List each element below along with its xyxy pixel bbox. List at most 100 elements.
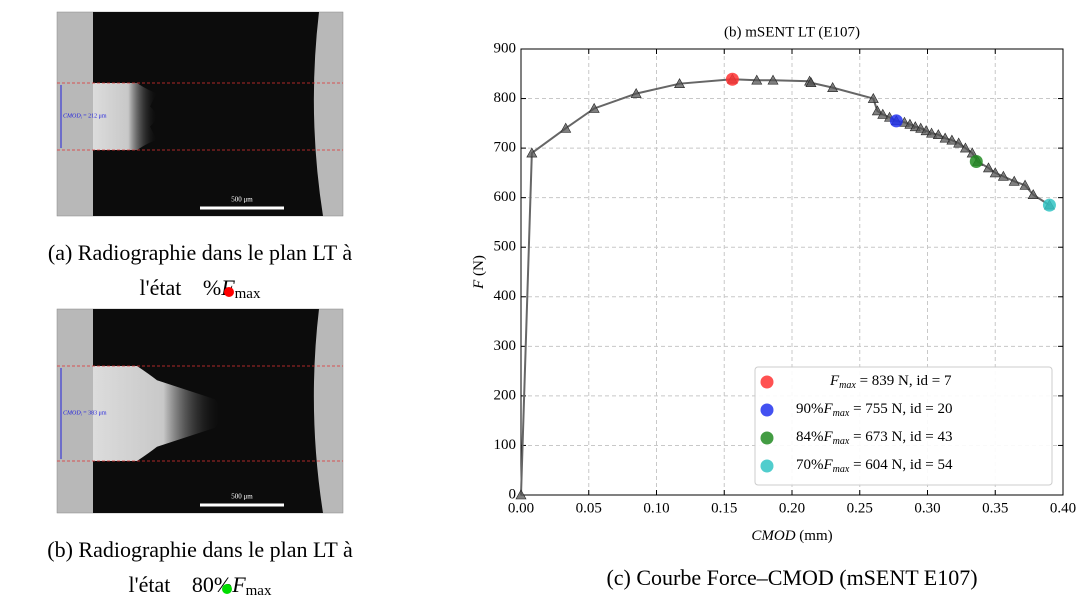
- state-dot: [224, 287, 234, 297]
- caption: l'état 80%Fmax: [129, 572, 272, 599]
- data-marker: [932, 129, 944, 140]
- data-marker: [939, 132, 951, 143]
- x-axis-label: CMOD (mm): [751, 528, 832, 544]
- legend-box: [754, 366, 1053, 486]
- legend-label: Fmax = 839 N, id = 7: [829, 373, 952, 391]
- legend-label-part: max: [833, 436, 850, 447]
- legend-label-part: = 673 N, id = 43: [849, 429, 952, 445]
- highlight-point: [969, 154, 983, 168]
- chart: 0.00 0.05 0.10 0.15 0.20 0.25 0.30 0.35 0.40 0 100…: [471, 24, 1076, 590]
- y-axis-label-part: (N): [471, 255, 487, 280]
- data-marker: [877, 108, 889, 119]
- caption-part: l'état: [129, 572, 176, 597]
- cmod-annotation: CMODi = 212 μm: [63, 114, 107, 120]
- cmod-annotation-part: = 212 μm: [82, 114, 107, 120]
- y-axis-label: F (N): [471, 255, 487, 290]
- x-tick-label: 0.20: [779, 500, 805, 516]
- legend-label: 84%Fmax = 673 N, id = 43: [796, 429, 953, 447]
- data-marker: [871, 105, 883, 116]
- caption: (b) Radiographie dans le plan LT à: [47, 537, 353, 562]
- cmod-annotation-part: i: [81, 411, 83, 416]
- legend-label-part: max: [833, 408, 850, 419]
- data-marker: [867, 92, 879, 103]
- cmod-annotation: CMODi = 383 μm: [63, 411, 107, 417]
- legend-marker: [760, 431, 774, 445]
- legend-label-part: max: [833, 464, 850, 475]
- data-marker: [989, 167, 1001, 178]
- data-marker: [926, 127, 938, 138]
- x-tick-label: 0.10: [643, 500, 669, 516]
- legend-label-part: 70%: [796, 457, 824, 473]
- data-marker: [674, 78, 686, 88]
- y-tick-label: 700: [494, 140, 517, 156]
- legend-marker: [760, 375, 774, 389]
- caption-part: max: [246, 583, 272, 599]
- data-marker: [915, 122, 927, 133]
- legend-label-part: F: [823, 401, 834, 417]
- radiograph: CMODi = 212 μm 500 μm (a) Radiographie dan…: [48, 11, 352, 302]
- legend-label-part: F: [823, 457, 834, 473]
- data-marker: [997, 170, 1009, 181]
- x-axis-label-part: (mm): [796, 528, 833, 544]
- state-dot: [222, 584, 232, 594]
- data-marker: [751, 74, 763, 85]
- x-tick-label: 0.35: [982, 500, 1008, 516]
- scale-label: 500 μm: [231, 493, 253, 501]
- cmod-annotation-part: CMOD: [63, 411, 81, 417]
- radiograph: CMODi = 383 μm 500 μm (b) Radiographie dan…: [47, 308, 353, 599]
- cmod-annotation-part: CMOD: [63, 114, 81, 120]
- data-marker: [526, 147, 538, 158]
- data-marker: [560, 122, 572, 133]
- highlight-point: [889, 114, 903, 128]
- y-tick-label: 900: [494, 40, 517, 56]
- cmod-annotation-part: i: [81, 114, 83, 119]
- legend-label: 70%Fmax = 604 N, id = 54: [796, 457, 953, 475]
- y-tick-label: 400: [494, 288, 517, 304]
- y-tick-label: 300: [494, 338, 517, 354]
- y-tick-label: 600: [494, 189, 517, 205]
- highlight-point: [1042, 198, 1056, 212]
- legend-label-part: max: [839, 380, 856, 391]
- caption: (a) Radiographie dans le plan LT à: [48, 240, 352, 265]
- data-marker: [630, 87, 642, 98]
- y-tick-label: 0: [509, 486, 517, 502]
- caption-part: l'état: [140, 275, 187, 300]
- data-marker: [982, 162, 994, 173]
- caption: (c) Courbe Force–CMOD (mSENT E107): [606, 565, 977, 590]
- x-tick-label: 0.25: [847, 500, 873, 516]
- legend-label-part: = 839 N, id = 7: [856, 373, 952, 389]
- notch: [93, 83, 157, 150]
- legend-label: 90%Fmax = 755 N, id = 20: [796, 401, 953, 419]
- legend-label-part: F: [829, 373, 840, 389]
- cmod-annotation-part: = 383 μm: [82, 411, 107, 417]
- legend-label-part: 84%: [796, 429, 824, 445]
- data-marker: [1008, 175, 1020, 186]
- y-tick-label: 500: [494, 239, 517, 255]
- y-tick-label: 200: [494, 387, 517, 403]
- data-marker: [953, 137, 965, 148]
- legend-label-part: F: [823, 429, 834, 445]
- data-marker: [767, 74, 779, 85]
- plot-frame: [520, 48, 1064, 496]
- x-tick-label: 0.00: [508, 500, 534, 516]
- y-axis-label-part: F: [471, 279, 487, 290]
- data-marker: [805, 77, 817, 87]
- data-marker: [959, 142, 971, 153]
- chart-title: (b) mSENT LT (E107): [724, 24, 860, 40]
- highlight-point: [725, 72, 739, 86]
- legend-label-part: = 604 N, id = 54: [849, 457, 953, 473]
- legend-marker: [760, 403, 774, 417]
- data-marker: [946, 134, 958, 145]
- x-tick-label: 0.15: [711, 500, 737, 516]
- legend-label-part: = 755 N, id = 20: [849, 401, 952, 417]
- legend-marker: [760, 459, 774, 473]
- data-marker: [1019, 179, 1031, 190]
- caption-part: F: [231, 572, 246, 597]
- caption-part: %: [203, 275, 221, 300]
- data-marker: [904, 118, 916, 129]
- y-tick-label: 800: [494, 90, 517, 106]
- notch: [93, 366, 221, 461]
- data-marker: [827, 82, 839, 92]
- y-tick-label: 100: [494, 437, 517, 453]
- data-marker: [920, 125, 932, 136]
